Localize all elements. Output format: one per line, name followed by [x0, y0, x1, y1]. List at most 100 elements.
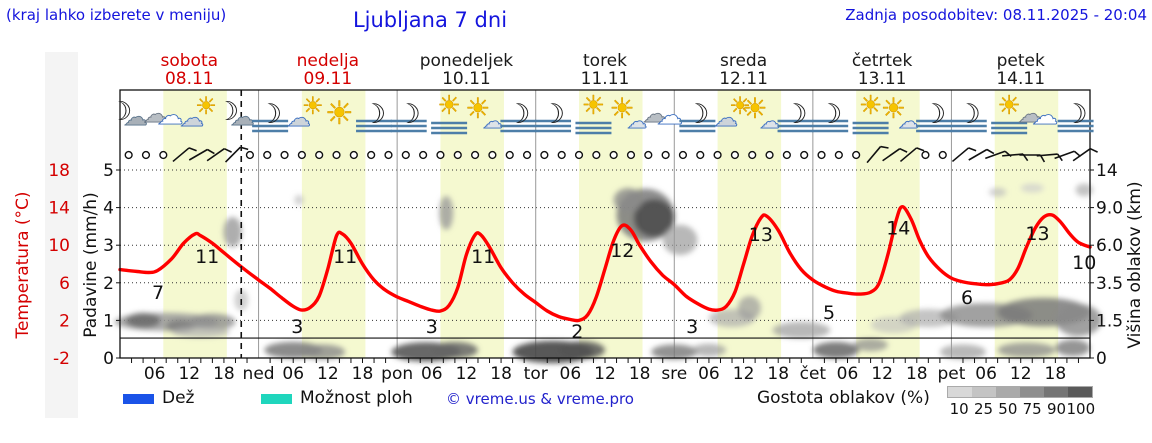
cloud-blob [1055, 339, 1090, 357]
temp-axis-tick: 2 [59, 311, 70, 331]
sun-icon: ☀ [881, 92, 906, 125]
weather-icon-sun-cloud: ☀☁ [881, 92, 919, 134]
temperature-value-label: 11 [471, 246, 495, 268]
weather-icon-cloud-sun: ☀☁ [179, 92, 217, 133]
x-tick-label: 18 [490, 364, 512, 384]
temp-axis-tick: 6 [59, 274, 70, 294]
cloud-density-scale-label: Gostota oblakov (%) [757, 388, 930, 408]
wind-calm-circle [592, 150, 601, 160]
wind-calm-circle [159, 150, 168, 160]
moon-icon: ☽ [685, 99, 709, 130]
day-date: 12.11 [719, 69, 768, 89]
cloud-blob [294, 194, 304, 206]
wind-barb [1072, 147, 1098, 162]
last-update-label: Zadnja posodobitev: 08.11.2025 - 20:04 [845, 6, 1147, 24]
x-day-label: tor [524, 364, 548, 384]
sun-icon: ☀ [437, 91, 460, 121]
moon-icon: ☽ [362, 99, 386, 130]
cloud-icon: ☁ [157, 101, 183, 131]
precip-axis-tick: 0 [103, 349, 114, 369]
cloud-icon: ☁ [143, 100, 167, 128]
x-tick-label: 12 [317, 364, 339, 384]
weather-icon-moon-fog: ☽ [812, 99, 849, 133]
moon-icon: ☽ [783, 99, 807, 130]
wind-calm-circle [384, 150, 393, 160]
cloud-blob [223, 217, 242, 248]
cloud-blob [812, 341, 860, 359]
wind-symbols-row [124, 145, 1098, 164]
weather-icon-moon-cloud: ☽☁ [216, 97, 255, 131]
cloud-icon: ☁ [898, 109, 918, 133]
cloud-icon: ☁ [287, 104, 311, 132]
x-tick-label: 06 [421, 364, 443, 384]
wind-calm-circle [124, 150, 133, 160]
wind-calm-circle [921, 150, 930, 160]
temperature-labels: 7 11 3 11 3 11 2 12 3 13 5 14 6 13 10 [152, 217, 1096, 343]
wind-barb [172, 147, 197, 163]
temp-axis-tick: -2 [53, 349, 70, 369]
day-name: petek [996, 51, 1045, 71]
x-day-label: čet [800, 364, 827, 384]
wind-calm-circle [401, 150, 410, 160]
day-band [301, 90, 366, 358]
x-tick-label: 12 [456, 364, 478, 384]
cloud-height-axis-tick: 14 [1096, 161, 1118, 181]
day-date: 08.11 [164, 69, 214, 89]
temperature-value-label: 10 [1072, 252, 1096, 274]
day-header: torek 11.11 [535, 52, 675, 88]
x-day-label: ned [243, 364, 275, 384]
wind-calm-circle [713, 150, 722, 160]
cloud-blob [633, 199, 675, 237]
sun-icon: ☀ [195, 92, 217, 120]
cloud-blob [1075, 183, 1093, 197]
sun-icon: ☀ [859, 91, 882, 121]
cloud-icon: ☁ [1032, 101, 1058, 131]
axis-background-strip [45, 52, 78, 418]
temperature-value-label: 5 [823, 302, 835, 324]
weather-icon-sun-fog: ☀ [431, 91, 468, 135]
weather-icon-clouds: ☁☁ [1018, 100, 1059, 132]
wind-calm-circle [349, 150, 358, 160]
cloud-scale-segment [1068, 387, 1092, 397]
precip-axis-tick: 3 [103, 236, 114, 256]
weather-icon-moon-fog: ☽ [356, 99, 393, 133]
cloud-icon: ☁ [714, 104, 738, 132]
wind-barb [968, 148, 995, 161]
sun-icon: ☀ [998, 91, 1021, 121]
cloud-icon: ☁ [1018, 100, 1042, 128]
cloud-blob [558, 341, 606, 360]
x-day-label: pet [937, 364, 965, 384]
cloud-blob [853, 338, 888, 352]
temperature-value-label: 14 [886, 217, 910, 239]
temp-axis-tick: 18 [48, 161, 70, 181]
wind-calm-circle [522, 150, 532, 160]
weather-icon-cloud-sun: ☀☁ [714, 92, 752, 133]
x-tick-label: 18 [352, 364, 374, 384]
x-tick-label: 06 [837, 364, 859, 384]
temperature-value-label: 11 [333, 246, 357, 268]
cloud-scale-value: 75 [1022, 400, 1042, 418]
day-date: 13.11 [857, 69, 907, 89]
wind-calm-circle [782, 150, 791, 160]
cloud-scale-value: 50 [998, 400, 1018, 418]
cloud-blob [772, 321, 831, 339]
cloud-blob [737, 295, 761, 321]
copyright-link[interactable]: © vreme.us & vreme.pro [446, 390, 634, 408]
weather-icon-sun: ☀ [325, 94, 354, 133]
x-tick-label: 06 [975, 364, 997, 384]
temperature-curve [118, 205, 1092, 323]
wind-calm-circle [730, 150, 740, 160]
rain-label: Dež [162, 388, 195, 408]
sun-icon: ☀ [729, 92, 751, 120]
wind-barb [951, 147, 977, 163]
wind-calm-circle [332, 150, 341, 160]
weather-icon-moon-fog: ☽ [390, 99, 427, 133]
x-day-label: sre [661, 364, 687, 384]
sun-icon: ☀ [302, 92, 324, 120]
cloud-scale-segment [996, 387, 1020, 397]
moon-icon: ☽ [216, 97, 239, 127]
cloud-scale-value: 90 [1046, 400, 1067, 418]
wind-calm-circle [315, 150, 324, 160]
